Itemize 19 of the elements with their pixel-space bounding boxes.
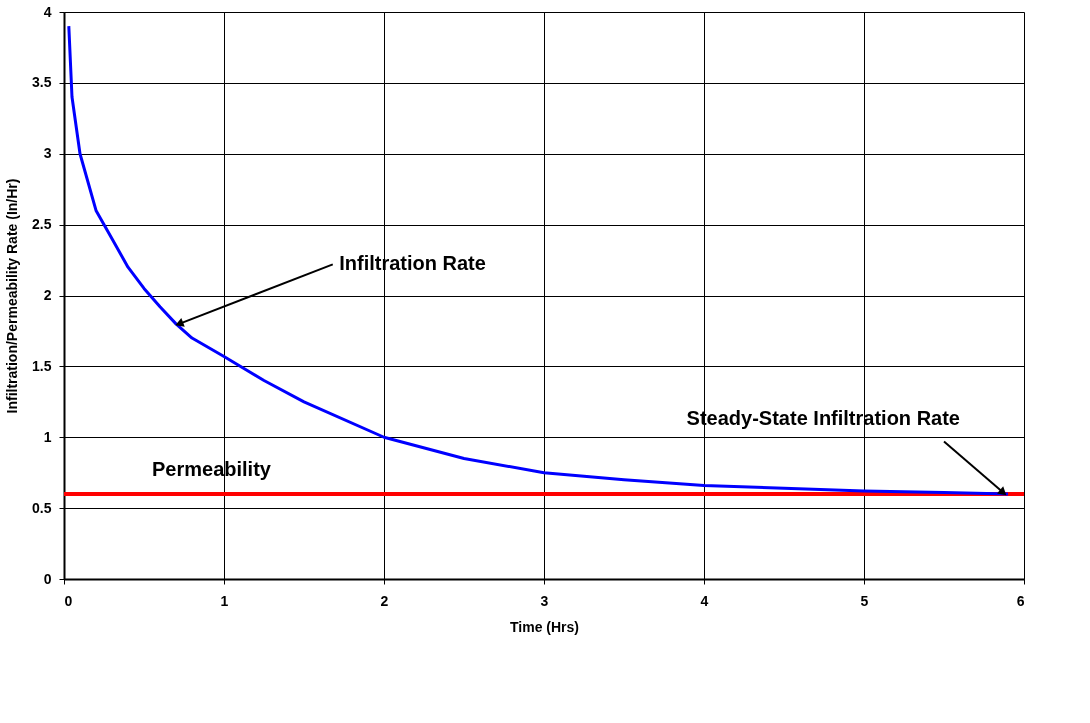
y-tick-label: 4 [43, 3, 52, 20]
y-tick-label: 3 [43, 145, 52, 162]
x-axis-title: Time (Hrs) [510, 618, 579, 635]
x-tick-label: 5 [860, 592, 869, 609]
x-tick-label: 1 [220, 592, 229, 609]
line-series [67, 24, 1010, 496]
x-tick-label: 0 [64, 592, 73, 609]
y-tick-label: 1.5 [32, 357, 52, 374]
y-axis-title: Infiltration/Permeability Rate (In/Hr) [4, 178, 21, 414]
y-tick-label: 0.5 [32, 499, 52, 516]
x-tick-label: 3 [540, 592, 549, 609]
y-tick-label: 2 [43, 287, 52, 303]
y-tick-label: 1 [43, 428, 52, 445]
y-tick-label: 3.5 [32, 74, 52, 91]
y-tick-label: 0 [43, 570, 52, 587]
x-tick-label: 4 [700, 592, 709, 609]
x-tick-label: 6 [1016, 592, 1025, 609]
x-tick-label: 2 [380, 592, 389, 609]
y-tick-label: 2.5 [32, 216, 52, 233]
